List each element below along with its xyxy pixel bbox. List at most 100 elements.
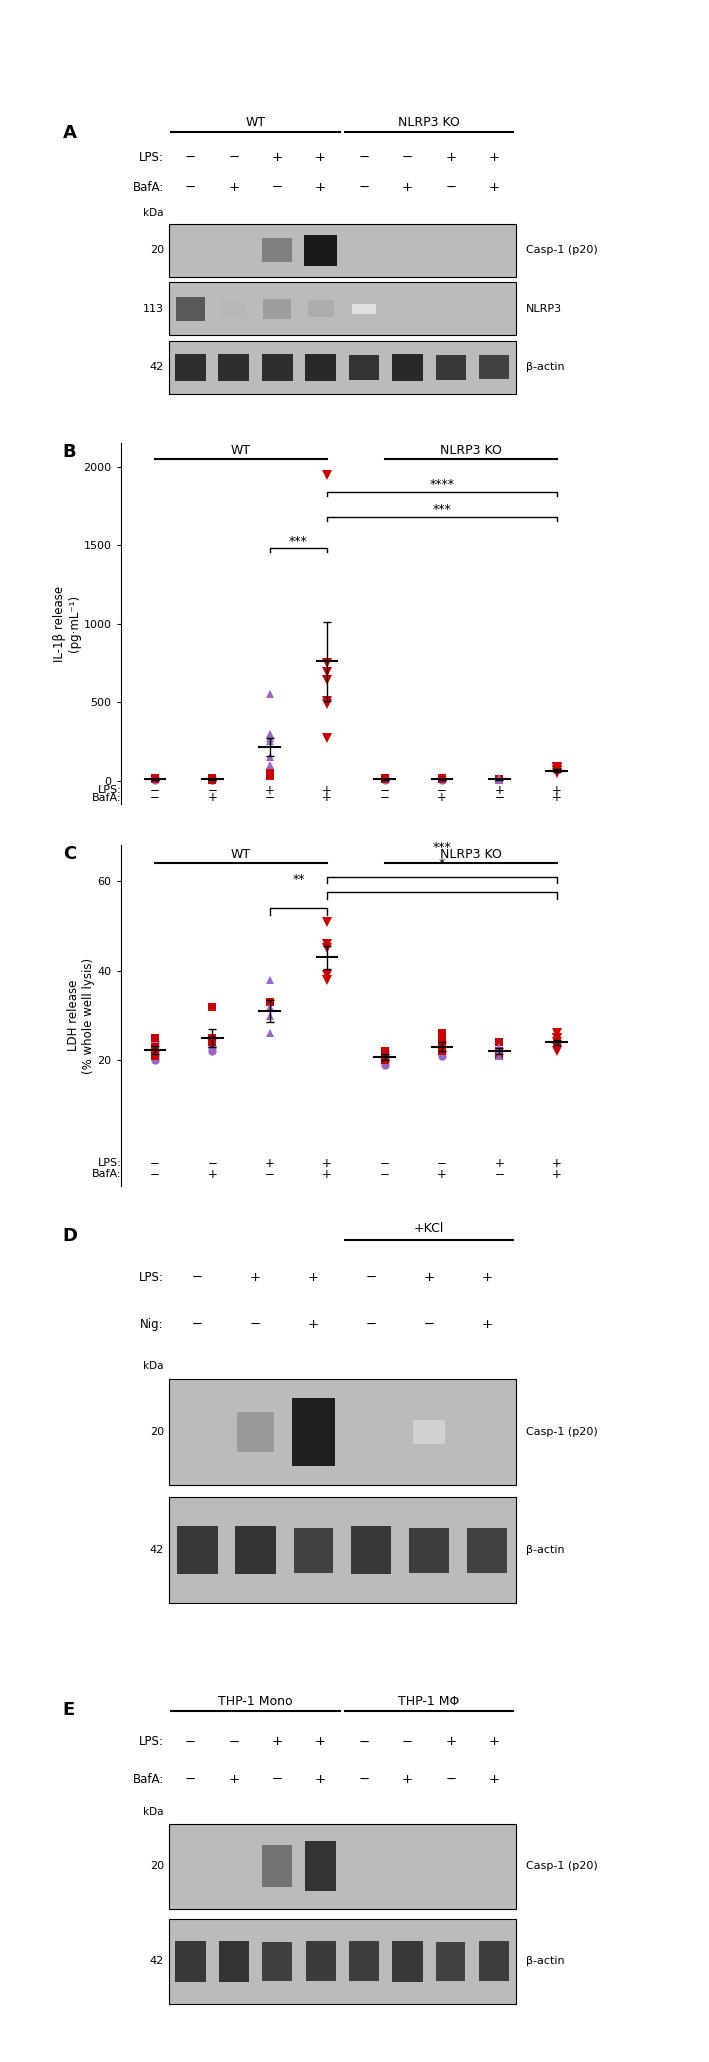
Bar	[169, 1823, 516, 1909]
Bar	[175, 1940, 206, 1982]
Bar	[467, 1528, 507, 1573]
Bar	[436, 1942, 465, 1982]
Text: *: *	[439, 858, 445, 870]
Text: −: −	[359, 151, 369, 163]
Text: −: −	[423, 1318, 435, 1330]
Text: 20: 20	[150, 245, 164, 256]
Text: Casp-1 (p20): Casp-1 (p20)	[525, 245, 597, 256]
Text: +: +	[489, 181, 500, 194]
Text: +: +	[489, 1773, 500, 1786]
Bar	[169, 340, 516, 394]
Text: −: −	[185, 1773, 196, 1786]
Text: 20: 20	[150, 1862, 164, 1870]
Text: LPS:: LPS:	[139, 1736, 164, 1749]
Text: +: +	[481, 1318, 493, 1330]
Text: −: −	[379, 784, 389, 796]
Bar	[220, 301, 247, 318]
Bar	[349, 1942, 379, 1982]
Bar	[305, 1841, 336, 1891]
Bar	[262, 239, 292, 262]
Bar	[308, 301, 334, 318]
Bar	[392, 355, 423, 381]
Text: −: −	[494, 792, 504, 804]
Text: Casp-1 (p20): Casp-1 (p20)	[525, 1427, 597, 1437]
Text: −: −	[150, 784, 160, 796]
Text: β-actin: β-actin	[525, 1544, 564, 1555]
Text: −: −	[250, 1318, 261, 1330]
Text: kDa: kDa	[143, 1361, 164, 1371]
Text: +: +	[402, 1773, 413, 1786]
Text: −: −	[359, 1773, 369, 1786]
Text: NLRP3 KO: NLRP3 KO	[440, 443, 501, 456]
Text: β-actin: β-actin	[525, 1957, 564, 1967]
Text: −: −	[402, 151, 413, 163]
Text: +: +	[208, 1167, 217, 1182]
Text: −: −	[379, 792, 389, 804]
Text: −: −	[228, 1736, 240, 1749]
Text: +: +	[322, 1167, 332, 1182]
Text: −: −	[150, 1157, 160, 1169]
Text: −: −	[437, 1157, 447, 1169]
Text: −: −	[185, 151, 196, 163]
Bar	[291, 1398, 335, 1466]
Text: β-actin: β-actin	[525, 363, 564, 373]
Text: +: +	[552, 1157, 562, 1169]
Text: kDa: kDa	[143, 208, 164, 219]
Text: THP-1 Mono: THP-1 Mono	[218, 1695, 293, 1707]
Text: +: +	[322, 784, 332, 796]
Text: LPS:: LPS:	[98, 1159, 122, 1169]
Text: −: −	[265, 792, 274, 804]
Text: +: +	[272, 1736, 283, 1749]
Text: −: −	[208, 1157, 217, 1169]
Bar	[294, 1528, 333, 1573]
Bar	[305, 355, 336, 381]
Bar	[262, 355, 293, 381]
Text: −: −	[359, 181, 369, 194]
Text: −: −	[272, 1773, 283, 1786]
Text: B: B	[62, 443, 77, 462]
Text: kDa: kDa	[143, 1806, 164, 1817]
Text: −: −	[185, 181, 196, 194]
Bar	[169, 1379, 516, 1485]
Text: +: +	[552, 792, 562, 804]
Text: +: +	[322, 1157, 332, 1169]
Bar	[352, 303, 376, 313]
Text: 42: 42	[150, 363, 164, 373]
Text: WT: WT	[245, 115, 266, 130]
Text: +: +	[423, 1270, 435, 1285]
Text: −: −	[494, 1167, 504, 1182]
Text: +: +	[308, 1270, 319, 1285]
Text: +: +	[402, 181, 413, 194]
Text: +: +	[315, 151, 326, 163]
Text: BafA:: BafA:	[92, 794, 122, 802]
Text: +: +	[208, 792, 217, 804]
Text: +: +	[322, 792, 332, 804]
Text: −: −	[402, 1736, 413, 1749]
Bar	[237, 1412, 274, 1452]
Text: NLRP3 KO: NLRP3 KO	[398, 115, 460, 130]
Bar	[351, 1526, 391, 1573]
Bar	[306, 1942, 335, 1982]
Text: +: +	[445, 1736, 457, 1749]
Text: E: E	[62, 1701, 75, 1720]
Text: −: −	[272, 181, 283, 194]
Text: +: +	[315, 181, 326, 194]
Text: NLRP3: NLRP3	[525, 303, 562, 313]
Text: NLRP3 KO: NLRP3 KO	[440, 847, 501, 862]
Text: −: −	[359, 1736, 369, 1749]
Bar	[435, 355, 466, 379]
Text: ***: ***	[289, 534, 308, 548]
Text: +: +	[265, 784, 274, 796]
Text: WT: WT	[231, 847, 251, 862]
Bar	[177, 1526, 218, 1573]
Bar	[169, 282, 516, 336]
Text: LPS:: LPS:	[139, 1270, 164, 1285]
Text: LPS:: LPS:	[98, 786, 122, 796]
Text: −: −	[445, 181, 457, 194]
Text: +: +	[272, 151, 283, 163]
Text: −: −	[192, 1270, 203, 1285]
Text: −: −	[265, 1167, 274, 1182]
Bar	[262, 1845, 292, 1887]
Text: +: +	[437, 792, 447, 804]
Text: +: +	[552, 784, 562, 796]
